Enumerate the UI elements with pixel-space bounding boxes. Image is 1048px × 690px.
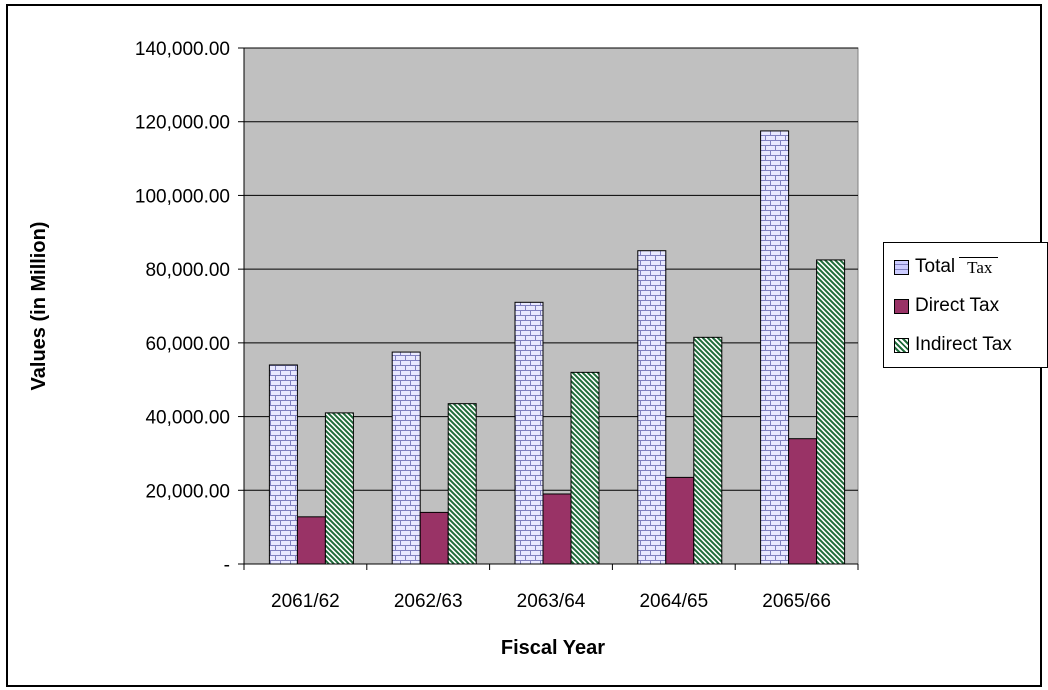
x-tick-label: 2064/65 (639, 591, 708, 612)
x-tick-label: 2063/64 (517, 591, 586, 612)
legend-label-total: Total (915, 256, 956, 277)
bar-direct-tax (419, 511, 449, 565)
bar-direct-tax (542, 493, 572, 565)
bar-total-tax (514, 301, 544, 565)
bar-total-tax (760, 130, 790, 565)
y-tick-labels: - 20,000.00 40,000.00 60,000.00 80,000.00 100… (135, 39, 230, 576)
y-tick-label: 80,000.00 (145, 260, 230, 281)
legend-label-total-suffix: Tax (959, 256, 999, 278)
legend-swatch-total-tax (894, 259, 909, 275)
x-tick-label: 2065/66 (762, 591, 831, 612)
y-tick-label: 140,000.00 (135, 39, 230, 60)
bar-indirect-tax (816, 259, 846, 565)
bar-indirect-tax (447, 403, 477, 565)
bar-direct-tax (665, 476, 695, 565)
y-tick-label: 40,000.00 (145, 408, 230, 429)
legend-item-total-tax: Total Tax (894, 254, 999, 280)
legend-label-direct: Direct Tax (915, 295, 1000, 316)
legend-label-indirect: Indirect Tax (915, 334, 1012, 355)
axes (238, 47, 859, 570)
y-tick-label: 100,000.00 (135, 186, 230, 207)
x-tick-label: 2061/62 (271, 591, 340, 612)
legend: Total Tax Direct Tax Indirect Tax (883, 242, 1048, 368)
bar-total-tax (637, 250, 667, 565)
bar-direct-tax (296, 516, 326, 565)
x-axis-title: Fiscal Year (501, 637, 605, 659)
bar-indirect-tax (570, 371, 600, 565)
legend-item-direct-tax: Direct Tax (894, 293, 999, 319)
bars (268, 130, 846, 565)
y-axis-title: Values (in Million) (28, 222, 50, 391)
bar-total-tax (268, 364, 298, 565)
x-tick-label: 2062/63 (394, 591, 463, 612)
y-tick-label: - (224, 555, 230, 576)
legend-swatch-indirect-tax (894, 337, 909, 353)
legend-item-indirect-tax: Indirect Tax (894, 332, 1012, 358)
y-tick-label: 20,000.00 (145, 481, 230, 502)
bar-direct-tax (788, 438, 818, 565)
bar-indirect-tax (693, 336, 723, 565)
bar-total-tax (391, 351, 421, 565)
x-tick-labels: 2061/62 2062/63 2063/64 2064/65 2065/66 (271, 591, 831, 612)
legend-swatch-direct-tax (894, 298, 909, 314)
y-tick-label: 60,000.00 (145, 334, 230, 355)
bar-indirect-tax (324, 412, 354, 565)
y-tick-label: 120,000.00 (135, 113, 230, 134)
